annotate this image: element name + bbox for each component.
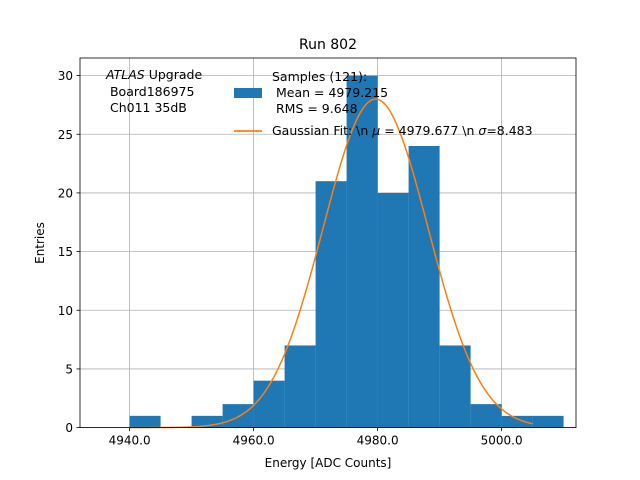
legend-fit-sigma: σ	[478, 123, 487, 138]
annotation-line-2: Board186975	[106, 84, 194, 99]
histogram-bar-7	[346, 75, 378, 428]
legend-hist-line-1: Samples (121):	[272, 69, 367, 84]
histogram-bar-8	[377, 192, 409, 428]
legend-hist-swatch	[234, 88, 262, 98]
histogram-bar-4	[253, 380, 285, 428]
y-tick-label-3: 15	[58, 245, 73, 259]
x-tick-label-0: 4940.0	[109, 434, 151, 448]
annotation-line-3: Ch011 35dB	[106, 100, 187, 115]
histogram-bar-5	[284, 345, 316, 428]
x-axis-label: Energy [ADC Counts]	[265, 456, 392, 470]
gaussian-fit-curve	[129, 98, 533, 429]
legend-fit-label: Gaussian Fit: \n μ = 4979.677 \n σ=8.483	[272, 123, 533, 138]
legend-fit-text-b: = 4979.677 \n	[380, 123, 478, 138]
y-tick-label-0: 0	[65, 421, 73, 435]
histogram-bar-10	[439, 345, 471, 428]
legend-fit-text-a: Gaussian Fit: \n	[272, 123, 372, 138]
legend-hist-line-3: RMS = 9.648	[272, 101, 358, 116]
histogram-bar-11	[470, 404, 502, 428]
histogram-bar-12	[501, 415, 533, 428]
plot-frame	[79, 57, 577, 429]
x-axis-ticks: 4940.0 4960.0 4980.0 5000.0	[109, 427, 523, 448]
chart-title: Run 802	[299, 37, 357, 53]
y-axis-label: Entries	[33, 222, 47, 264]
y-tick-label-1: 5	[65, 362, 73, 376]
histogram-bar-6	[315, 181, 347, 428]
legend-hist-line-2: Mean = 4979.215	[272, 85, 388, 100]
y-tick-label-5: 25	[58, 128, 73, 142]
histogram-bar-9	[408, 146, 440, 428]
legend-fit-mu: μ	[371, 123, 380, 138]
histogram-bar-0	[129, 415, 161, 428]
y-tick-label-6: 30	[58, 69, 73, 83]
annotation-upgrade: Upgrade	[145, 67, 203, 82]
x-tick-label-1: 4960.0	[233, 434, 275, 448]
histogram-bars	[129, 75, 564, 428]
y-tick-label-4: 20	[58, 186, 73, 200]
atlas-annotation: ATLAS Upgrade Board186975 Ch011 35dB	[105, 67, 202, 115]
annotation-line-1: ATLAS Upgrade	[105, 67, 202, 82]
x-tick-label-2: 4980.0	[357, 434, 399, 448]
histogram-bar-13	[532, 415, 564, 428]
y-tick-label-2: 10	[58, 304, 73, 318]
histogram-bar-3	[222, 404, 254, 428]
legend: Samples (121): Mean = 4979.215 RMS = 9.6…	[234, 69, 533, 138]
annotation-atlas: ATLAS	[105, 67, 145, 82]
histogram-bar-2	[191, 415, 223, 428]
legend-fit-text-c: =8.483	[486, 123, 532, 138]
x-tick-label-3: 5000.0	[481, 434, 523, 448]
y-axis-ticks: 0 5 10 15 20 25 30	[58, 69, 80, 435]
